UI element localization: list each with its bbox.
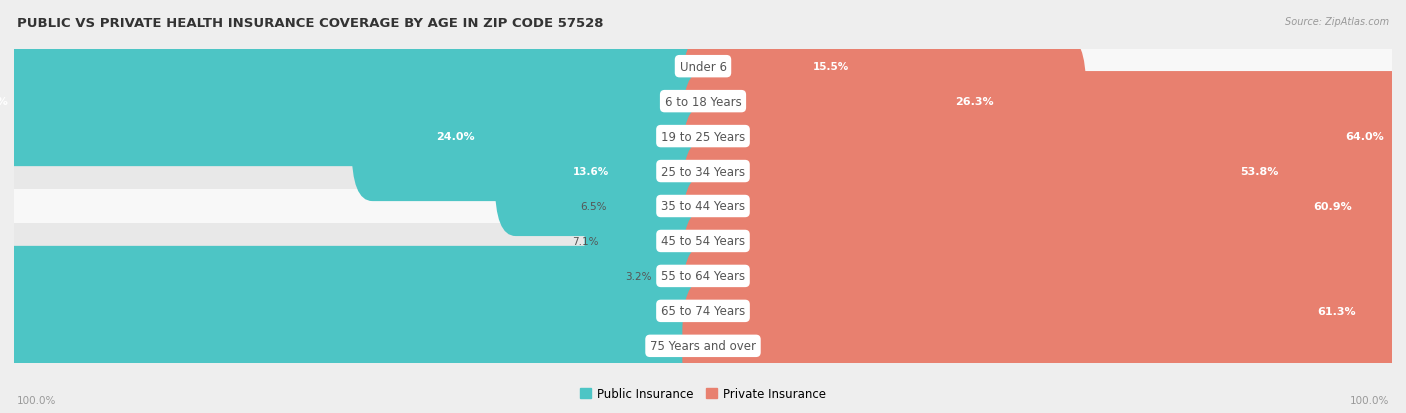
FancyBboxPatch shape bbox=[14, 294, 1392, 329]
FancyBboxPatch shape bbox=[14, 189, 1392, 224]
Text: 60.9%: 60.9% bbox=[1313, 202, 1351, 211]
FancyBboxPatch shape bbox=[14, 259, 1392, 294]
FancyBboxPatch shape bbox=[0, 2, 724, 132]
Text: 65 to 74 Years: 65 to 74 Years bbox=[661, 305, 745, 318]
FancyBboxPatch shape bbox=[495, 107, 724, 237]
Text: 35 to 44 Years: 35 to 44 Years bbox=[661, 200, 745, 213]
FancyBboxPatch shape bbox=[14, 154, 1392, 189]
Text: 100.0%: 100.0% bbox=[17, 395, 56, 405]
FancyBboxPatch shape bbox=[638, 211, 724, 341]
FancyBboxPatch shape bbox=[14, 50, 1392, 84]
Text: 6.5%: 6.5% bbox=[581, 202, 606, 211]
Text: 64.0%: 64.0% bbox=[1346, 132, 1384, 142]
Text: 6 to 18 Years: 6 to 18 Years bbox=[665, 95, 741, 108]
FancyBboxPatch shape bbox=[682, 142, 1406, 271]
Text: 61.3%: 61.3% bbox=[1317, 306, 1355, 316]
FancyBboxPatch shape bbox=[682, 281, 1406, 411]
Text: 45 to 54 Years: 45 to 54 Years bbox=[661, 235, 745, 248]
Legend: Public Insurance, Private Insurance: Public Insurance, Private Insurance bbox=[575, 382, 831, 405]
Text: 26.3%: 26.3% bbox=[956, 97, 994, 107]
FancyBboxPatch shape bbox=[352, 72, 724, 202]
Text: Source: ZipAtlas.com: Source: ZipAtlas.com bbox=[1285, 17, 1389, 26]
Text: 100.0%: 100.0% bbox=[1350, 395, 1389, 405]
FancyBboxPatch shape bbox=[585, 176, 724, 306]
FancyBboxPatch shape bbox=[14, 224, 1392, 259]
Text: 75 Years and over: 75 Years and over bbox=[650, 339, 756, 352]
Text: 55 to 64 Years: 55 to 64 Years bbox=[661, 270, 745, 283]
Text: 69.1%: 69.1% bbox=[0, 97, 8, 107]
FancyBboxPatch shape bbox=[682, 246, 1406, 376]
FancyBboxPatch shape bbox=[0, 246, 724, 376]
FancyBboxPatch shape bbox=[0, 281, 724, 411]
Text: 13.6%: 13.6% bbox=[572, 166, 609, 177]
FancyBboxPatch shape bbox=[682, 72, 1406, 202]
Text: 7.1%: 7.1% bbox=[572, 236, 599, 247]
FancyBboxPatch shape bbox=[14, 329, 1392, 363]
FancyBboxPatch shape bbox=[682, 2, 938, 132]
FancyBboxPatch shape bbox=[14, 84, 1392, 119]
Text: 53.8%: 53.8% bbox=[1240, 166, 1278, 177]
FancyBboxPatch shape bbox=[682, 176, 1406, 306]
Text: 24.0%: 24.0% bbox=[436, 132, 474, 142]
Text: PUBLIC VS PRIVATE HEALTH INSURANCE COVERAGE BY AGE IN ZIP CODE 57528: PUBLIC VS PRIVATE HEALTH INSURANCE COVER… bbox=[17, 17, 603, 29]
Text: 15.5%: 15.5% bbox=[813, 62, 849, 72]
FancyBboxPatch shape bbox=[593, 142, 724, 271]
Text: 25 to 34 Years: 25 to 34 Years bbox=[661, 165, 745, 178]
FancyBboxPatch shape bbox=[682, 211, 1406, 341]
FancyBboxPatch shape bbox=[682, 107, 1406, 237]
Text: Under 6: Under 6 bbox=[679, 61, 727, 74]
Text: 3.2%: 3.2% bbox=[626, 271, 652, 281]
FancyBboxPatch shape bbox=[682, 37, 1085, 167]
FancyBboxPatch shape bbox=[14, 119, 1392, 154]
FancyBboxPatch shape bbox=[0, 37, 724, 167]
Text: 19 to 25 Years: 19 to 25 Years bbox=[661, 130, 745, 143]
